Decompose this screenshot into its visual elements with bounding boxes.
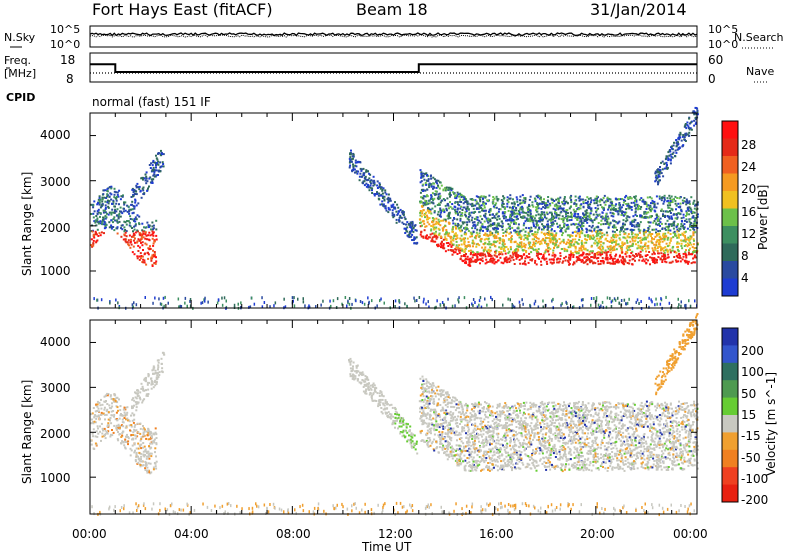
velocity-colorbar-cell	[722, 449, 738, 468]
power-cb-24: 24	[741, 160, 757, 174]
power-colorbar-cell	[722, 278, 738, 297]
velocity-ytick-1000: 1000	[40, 471, 71, 485]
velocity-colorbar-cell	[722, 380, 738, 399]
power-scatter	[90, 106, 699, 310]
vel-cb-100: 100	[741, 365, 764, 379]
freq-label: Freq.	[4, 54, 32, 67]
power-cb-16: 16	[741, 205, 757, 219]
velocity-colorbar-cell	[722, 397, 738, 416]
nave-tick-bottom: 0	[708, 72, 716, 86]
velocity-ytick-3000: 3000	[40, 381, 71, 395]
power-ytick-2000: 2000	[40, 221, 71, 235]
velocity-scatter	[90, 313, 699, 517]
freq-panel-frame	[89, 52, 698, 83]
velocity-colorbar-cell	[722, 432, 738, 451]
date-title: 31/Jan/2014	[590, 0, 687, 19]
velocity-colorbar-cell	[722, 467, 738, 486]
power-colorbar-cell	[722, 156, 738, 174]
power-cb-8: 8	[741, 249, 749, 263]
power-colorbar-cell	[722, 208, 738, 227]
velocity-colorbar-cell	[722, 362, 738, 381]
station-title: Fort Hays East (fitACF)	[92, 0, 273, 19]
xtick-2400: 00:00	[673, 527, 708, 541]
vel-cb-15: 15	[741, 408, 757, 422]
nsky-label: N.Sky	[4, 31, 36, 44]
velocity-colorbar-cell	[722, 415, 738, 433]
velocity-ytick-4000: 4000	[40, 335, 71, 349]
xtick-2000: 20:00	[580, 527, 615, 541]
velocity-colorbar-cell	[722, 484, 738, 503]
nsky-tick-top: 10^5	[50, 23, 81, 36]
power-cb-12: 12	[741, 227, 757, 241]
cpid-label: CPID	[6, 91, 36, 104]
nsky-tick-bottom: 10^0	[50, 38, 81, 51]
velocity-ytick-2000: 2000	[40, 427, 71, 441]
noise-panel-frame	[89, 25, 698, 48]
power-cb-20: 20	[741, 182, 757, 196]
power-colorbar-cell	[722, 191, 738, 209]
xtick-0800: 08:00	[276, 527, 311, 541]
nsearch-tick-top: 10^5	[708, 23, 739, 36]
nave-tick-top: 60	[708, 53, 724, 67]
vel-cb-neg15: -15	[741, 429, 761, 443]
power-colorbar-cell	[722, 173, 738, 192]
power-cb-4: 4	[741, 271, 749, 285]
xaxis-label: Time UT	[362, 540, 412, 554]
beam-title: Beam 18	[356, 0, 428, 19]
freq-unit-label: [MHz]	[4, 67, 37, 80]
freq-tick-bottom: 8	[66, 72, 74, 86]
xtick-1200: 12:00	[378, 527, 413, 541]
xtick-0400: 04:00	[174, 527, 209, 541]
power-colorbar-cell	[722, 138, 738, 157]
freq-tick-top: 18	[60, 53, 76, 67]
xtick-0000: 00:00	[72, 527, 107, 541]
power-colorbar-cell	[722, 121, 738, 139]
power-colorbar-cell	[722, 243, 738, 262]
nsearch-tick-bottom: 10^0	[708, 38, 739, 51]
power-colorbar-cell	[722, 261, 738, 279]
nsearch-series-line	[89, 34, 698, 38]
velocity-colorbar-frame	[721, 327, 739, 503]
vel-cb-neg200: -200	[741, 493, 769, 507]
velocity-colorbar-cell	[722, 345, 738, 364]
power-cb-28: 28	[741, 138, 757, 152]
power-colorbar-cell	[722, 226, 738, 244]
nsearch-label: N.Search	[734, 31, 784, 44]
velocity-colorbar-cell	[722, 328, 738, 346]
vel-cb-200: 200	[741, 344, 764, 358]
vel-cb-neg50: -50	[741, 451, 761, 465]
xtick-1600: 16:00	[479, 527, 514, 541]
vel-cb-50: 50	[741, 387, 757, 401]
power-ytick-3000: 3000	[40, 175, 71, 189]
power-colorbar-frame	[721, 120, 739, 297]
vel-cb-neg100: -100	[741, 472, 769, 486]
freq-series-line	[90, 63, 697, 73]
power-ytick-1000: 1000	[40, 264, 71, 278]
cpid-mode-label: normal (fast) 151 IF	[92, 95, 211, 109]
nave-label: Nave	[746, 65, 775, 78]
power-ytick-4000: 4000	[40, 128, 71, 142]
